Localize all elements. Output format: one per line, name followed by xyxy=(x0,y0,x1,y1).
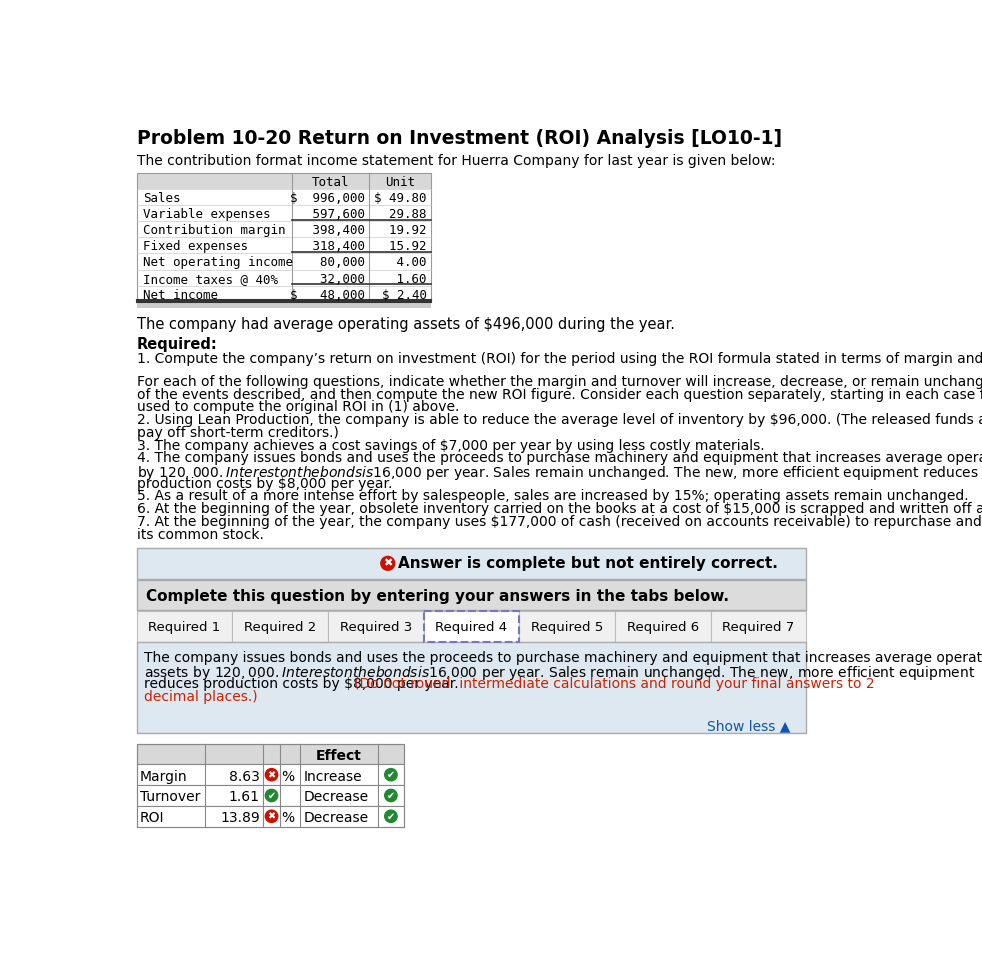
Text: used to compute the original ROI in (1) above.: used to compute the original ROI in (1) … xyxy=(136,400,459,415)
Text: 4.00: 4.00 xyxy=(374,257,426,269)
Text: Show less ▲: Show less ▲ xyxy=(707,719,791,733)
Circle shape xyxy=(265,768,278,781)
Text: Variable expenses: Variable expenses xyxy=(143,208,270,221)
FancyBboxPatch shape xyxy=(136,173,431,188)
Text: 1.61: 1.61 xyxy=(229,791,260,804)
Circle shape xyxy=(385,810,397,823)
Text: Decrease: Decrease xyxy=(304,811,369,826)
Text: 398,400: 398,400 xyxy=(290,224,364,237)
Text: reduces production costs by $8,000 per year.: reduces production costs by $8,000 per y… xyxy=(144,677,464,691)
Text: The company issues bonds and uses the proceeds to purchase machinery and equipme: The company issues bonds and uses the pr… xyxy=(144,651,982,665)
Circle shape xyxy=(385,790,397,801)
Text: Net income: Net income xyxy=(143,289,218,302)
Text: production costs by $8,000 per year.: production costs by $8,000 per year. xyxy=(136,476,392,491)
Text: Decrease: Decrease xyxy=(304,791,369,804)
Text: Effect: Effect xyxy=(316,749,362,763)
Text: ✔: ✔ xyxy=(387,770,395,780)
Text: Unit: Unit xyxy=(385,177,415,189)
Text: Income taxes @ 40%: Income taxes @ 40% xyxy=(143,272,278,286)
FancyBboxPatch shape xyxy=(423,611,519,642)
Text: ✖: ✖ xyxy=(267,812,276,822)
Text: 6. At the beginning of the year, obsolete inventory carried on the books at a co: 6. At the beginning of the year, obsolet… xyxy=(136,502,982,516)
FancyBboxPatch shape xyxy=(233,611,328,642)
Text: 15.92: 15.92 xyxy=(374,240,426,254)
Text: 597,600: 597,600 xyxy=(290,208,364,221)
Text: Problem 10-20 Return on Investment (ROI) Analysis [LO10-1]: Problem 10-20 Return on Investment (ROI)… xyxy=(136,130,782,148)
Text: The company had average operating assets of $496,000 during the year.: The company had average operating assets… xyxy=(136,317,675,332)
Text: Turnover: Turnover xyxy=(139,791,200,804)
Text: Required 5: Required 5 xyxy=(531,621,603,634)
Text: ✔: ✔ xyxy=(267,791,276,801)
Text: its common stock.: its common stock. xyxy=(136,528,263,542)
Text: Required 4: Required 4 xyxy=(435,621,508,634)
Text: %: % xyxy=(282,770,295,784)
Text: Sales: Sales xyxy=(143,192,181,205)
FancyBboxPatch shape xyxy=(519,611,615,642)
FancyBboxPatch shape xyxy=(328,611,423,642)
Text: of the events described, and then compute the new ROI figure. Consider each ques: of the events described, and then comput… xyxy=(136,387,982,402)
Text: pay off short-term creditors.): pay off short-term creditors.) xyxy=(136,426,339,440)
Text: Net operating income: Net operating income xyxy=(143,257,293,269)
Text: $ 49.80: $ 49.80 xyxy=(374,192,426,205)
Text: Required 1: Required 1 xyxy=(148,621,221,634)
Text: assets by $120,000. Interest on the bonds is $16,000 per year. Sales remain unch: assets by $120,000. Interest on the bond… xyxy=(144,665,976,682)
Text: Required 6: Required 6 xyxy=(627,621,699,634)
Text: 318,400: 318,400 xyxy=(290,240,364,254)
Text: 29.88: 29.88 xyxy=(374,208,426,221)
Text: 7. At the beginning of the year, the company uses $177,000 of cash (received on : 7. At the beginning of the year, the com… xyxy=(136,514,982,529)
FancyBboxPatch shape xyxy=(136,304,431,308)
Text: Margin: Margin xyxy=(139,770,188,784)
FancyBboxPatch shape xyxy=(711,611,806,642)
Text: Required 3: Required 3 xyxy=(340,621,412,634)
Text: 19.92: 19.92 xyxy=(374,224,426,237)
FancyBboxPatch shape xyxy=(615,611,711,642)
Text: 4. The company issues bonds and uses the proceeds to purchase machinery and equi: 4. The company issues bonds and uses the… xyxy=(136,451,982,466)
Text: by $120,000. Interest on the bonds is $16,000 per year. Sales remain unchanged. : by $120,000. Interest on the bonds is $1… xyxy=(136,464,979,482)
FancyBboxPatch shape xyxy=(136,548,806,579)
Text: 1.60: 1.60 xyxy=(374,272,426,286)
Text: Answer is complete but not entirely correct.: Answer is complete but not entirely corr… xyxy=(398,556,778,571)
Text: $ 2.40: $ 2.40 xyxy=(382,289,426,302)
FancyBboxPatch shape xyxy=(136,744,404,764)
FancyBboxPatch shape xyxy=(136,642,806,733)
Circle shape xyxy=(381,556,395,570)
Text: ✔: ✔ xyxy=(387,791,395,801)
FancyBboxPatch shape xyxy=(136,806,404,827)
Text: Required 2: Required 2 xyxy=(245,621,316,634)
FancyBboxPatch shape xyxy=(136,580,806,610)
Text: ROI: ROI xyxy=(139,811,164,826)
FancyBboxPatch shape xyxy=(136,764,404,785)
Text: 8.63: 8.63 xyxy=(229,770,260,784)
Text: The contribution format income statement for Huerra Company for last year is giv: The contribution format income statement… xyxy=(136,154,775,168)
Text: Complete this question by entering your answers in the tabs below.: Complete this question by entering your … xyxy=(146,589,729,604)
Text: $  996,000: $ 996,000 xyxy=(290,192,364,205)
Text: 3. The company achieves a cost savings of $7,000 per year by using less costly m: 3. The company achieves a cost savings o… xyxy=(136,438,764,453)
Text: $   48,000: $ 48,000 xyxy=(290,289,364,302)
Text: ✖: ✖ xyxy=(383,558,393,569)
Circle shape xyxy=(385,768,397,781)
Text: Contribution margin: Contribution margin xyxy=(143,224,286,237)
Text: (Do not round  intermediate calculations and round your final answers to 2: (Do not round intermediate calculations … xyxy=(354,677,874,691)
Text: 5. As a result of a more intense effort by salespeople, sales are increased by 1: 5. As a result of a more intense effort … xyxy=(136,489,968,504)
Text: 2. Using Lean Production, the company is able to reduce the average level of inv: 2. Using Lean Production, the company is… xyxy=(136,413,982,427)
Circle shape xyxy=(265,790,278,801)
FancyBboxPatch shape xyxy=(136,611,233,642)
Text: For each of the following questions, indicate whether the margin and turnover wi: For each of the following questions, ind… xyxy=(136,375,982,389)
Text: Increase: Increase xyxy=(304,770,362,784)
Text: 80,000: 80,000 xyxy=(290,257,364,269)
Text: 32,000: 32,000 xyxy=(290,272,364,286)
Text: Required 7: Required 7 xyxy=(723,621,794,634)
Text: ✔: ✔ xyxy=(387,812,395,822)
Text: decimal places.): decimal places.) xyxy=(144,690,258,705)
Text: %: % xyxy=(282,811,295,826)
Text: Total: Total xyxy=(311,177,350,189)
Text: ✖: ✖ xyxy=(267,770,276,780)
Text: 13.89: 13.89 xyxy=(220,811,260,826)
Text: Required:: Required: xyxy=(136,338,217,352)
Text: 1. Compute the company’s return on investment (ROI) for the period using the ROI: 1. Compute the company’s return on inves… xyxy=(136,352,982,366)
FancyBboxPatch shape xyxy=(136,785,404,806)
Text: Fixed expenses: Fixed expenses xyxy=(143,240,247,254)
Circle shape xyxy=(265,810,278,823)
